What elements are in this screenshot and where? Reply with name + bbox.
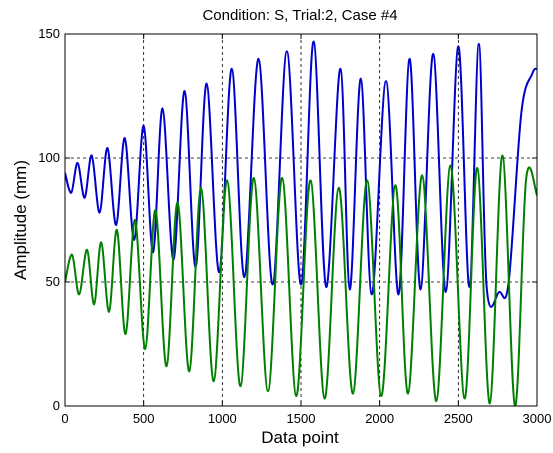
series-layer — [65, 40, 537, 406]
ticks: 0 500 1000 1500 2000 2500 3000 0 50 100 150 — [38, 26, 551, 426]
y-tick-label: 150 — [38, 26, 60, 41]
y-tick-label: 100 — [38, 150, 60, 165]
plot-area: 0 500 1000 1500 2000 2500 3000 0 50 100 150 — [38, 26, 551, 426]
series-line-1 — [65, 40, 537, 308]
x-tick-label: 500 — [133, 411, 155, 426]
y-axis-label: Amplitude (mm) — [11, 160, 30, 280]
x-tick-label: 1500 — [287, 411, 316, 426]
x-tick-label: 0 — [61, 411, 68, 426]
y-tick-label: 50 — [46, 274, 60, 289]
x-tick-label: 2500 — [444, 411, 473, 426]
x-tick-label: 1000 — [208, 411, 237, 426]
x-axis-label: Data point — [261, 428, 339, 447]
chart-title: Condition: S, Trial:2, Case #4 — [202, 7, 397, 24]
series-line-2 — [65, 154, 537, 406]
x-tick-label: 3000 — [523, 411, 552, 426]
x-tick-label: 2000 — [365, 411, 394, 426]
y-tick-label: 0 — [53, 398, 60, 413]
